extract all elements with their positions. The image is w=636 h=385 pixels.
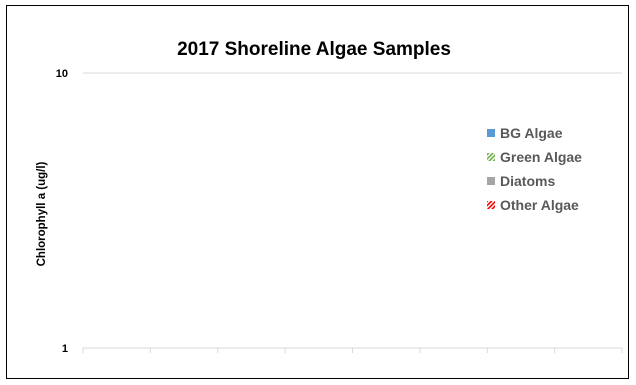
chart-title: 2017 Shoreline Algae Samples [177, 39, 451, 60]
legend-swatch-3 [487, 201, 495, 209]
legend-swatch-2 [487, 177, 495, 185]
y-axis-ticks: 1 10 [56, 68, 68, 355]
x-axis [82, 347, 623, 353]
legend-swatch-0 [487, 129, 495, 137]
y-tick-label-10: 10 [56, 68, 68, 80]
y-tick-label-1: 1 [62, 343, 68, 355]
legend-entry-1: Green Algae [500, 149, 582, 165]
legend: BG Algae Green Algae Diatoms Other Algae [487, 125, 582, 213]
y-axis-label: Chlorophyll a (ug/l) [36, 161, 48, 266]
legend-entry-3: Other Algae [500, 197, 579, 213]
legend-entry-0: BG Algae [500, 125, 563, 141]
legend-swatch-1 [487, 153, 495, 161]
chart-frame [6, 5, 629, 379]
legend-entry-2: Diatoms [500, 173, 555, 189]
